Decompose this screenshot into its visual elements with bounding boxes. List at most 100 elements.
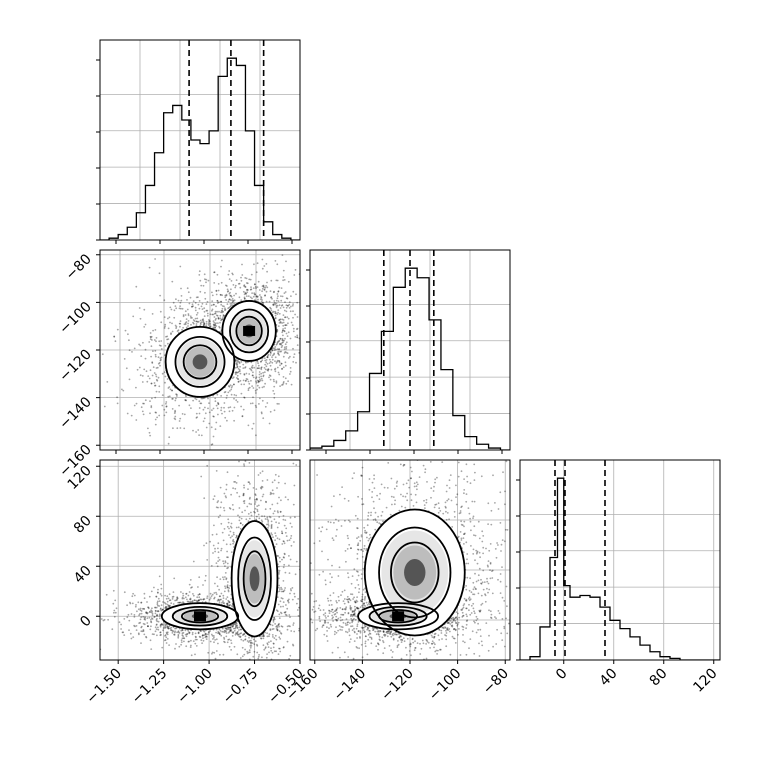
scatter-point [198, 400, 201, 403]
scatter-point [159, 357, 162, 360]
scatter-point [229, 406, 232, 408]
scatter-point [285, 341, 288, 344]
contour-line [229, 308, 270, 354]
scatter-point [204, 406, 206, 409]
scatter-point [226, 562, 229, 565]
scatter-point [234, 373, 237, 376]
scatter-point [202, 321, 205, 323]
scatter-point [225, 496, 228, 499]
scatter-point [236, 363, 239, 366]
scatter-point [215, 631, 218, 634]
scatter-point [281, 367, 283, 370]
scatter-point [235, 399, 238, 402]
scatter-point [203, 323, 206, 325]
scatter-point [294, 313, 296, 316]
scatter-point [150, 609, 153, 612]
scatter-point [229, 630, 232, 632]
scatter-point [278, 522, 280, 524]
scatter-point [201, 397, 204, 400]
scatter-point [176, 395, 178, 397]
scatter-point [283, 563, 286, 566]
scatter-point [276, 502, 279, 505]
scatter-point [276, 402, 279, 405]
scatter-point [227, 626, 230, 629]
scatter-point [269, 375, 272, 377]
scatter-point [287, 305, 289, 307]
scatter-point [101, 353, 104, 356]
scatter-point [265, 290, 268, 293]
scatter-point [215, 593, 218, 596]
scatter-point [159, 593, 162, 595]
scatter-point [168, 386, 171, 388]
scatter-point [204, 633, 207, 636]
scatter-point [156, 602, 159, 604]
scatter-point [202, 323, 205, 326]
scatter-point [215, 325, 218, 327]
scatter-point [228, 626, 230, 629]
scatter-point [207, 324, 210, 326]
scatter-point [178, 322, 181, 325]
scatter-point [176, 330, 179, 332]
scatter-point [229, 626, 232, 629]
scatter-point [296, 328, 298, 331]
scatter-point [262, 493, 265, 496]
scatter-point [256, 508, 259, 511]
scatter-point [232, 383, 235, 386]
scatter-point [205, 281, 207, 284]
scatter-point [225, 628, 228, 631]
scatter-point [256, 388, 258, 391]
scatter-point [144, 399, 147, 402]
scatter-point [284, 291, 287, 293]
scatter-point [151, 614, 154, 616]
scatter-point [268, 635, 270, 638]
scatter-point [184, 310, 187, 313]
scatter-point [235, 360, 237, 362]
scatter-point [266, 356, 269, 358]
scatter-point [268, 665, 270, 667]
scatter-point [282, 341, 284, 343]
scatter-point [237, 475, 239, 477]
scatter-point [151, 362, 154, 364]
scatter-point [282, 276, 285, 278]
scatter-point [306, 335, 308, 337]
scatter-point [149, 434, 152, 437]
scatter-point [285, 347, 288, 350]
scatter-point [264, 368, 267, 371]
scatter-point [188, 631, 191, 634]
axes-frame [99, 39, 301, 241]
scatter-point [143, 623, 146, 626]
scatter-point [284, 343, 287, 346]
scatter-point [243, 465, 246, 467]
scatter-point [208, 598, 211, 601]
scatter-point [227, 631, 230, 634]
scatter-point [174, 627, 177, 630]
scatter-point [224, 391, 227, 393]
scatter-point [198, 407, 201, 409]
scatter-point [159, 352, 162, 355]
scatter-point [271, 349, 274, 352]
scatter-point [221, 311, 224, 314]
scatter-point [258, 380, 260, 383]
scatter-point [243, 653, 246, 656]
scatter-point [122, 389, 125, 392]
scatter-point [150, 406, 153, 409]
scatter-point [154, 396, 157, 399]
scatter-point [248, 382, 251, 385]
scatter-point [180, 591, 182, 593]
scatter-point [128, 349, 131, 352]
scatter-point [263, 289, 266, 291]
scatter-point [166, 378, 169, 380]
scatter-point [174, 324, 177, 327]
scatter-point [192, 593, 194, 595]
scatter-point [278, 354, 280, 356]
scatter-point [155, 378, 158, 381]
scatter-point [144, 348, 147, 351]
scatter-point [273, 349, 276, 351]
scatter-point [198, 593, 201, 596]
scatter-point [188, 583, 191, 586]
scatter-point [230, 393, 233, 396]
scatter-point [201, 302, 204, 305]
scatter-point [295, 464, 298, 466]
scatter-point [207, 279, 210, 282]
scatter-point [243, 486, 246, 489]
